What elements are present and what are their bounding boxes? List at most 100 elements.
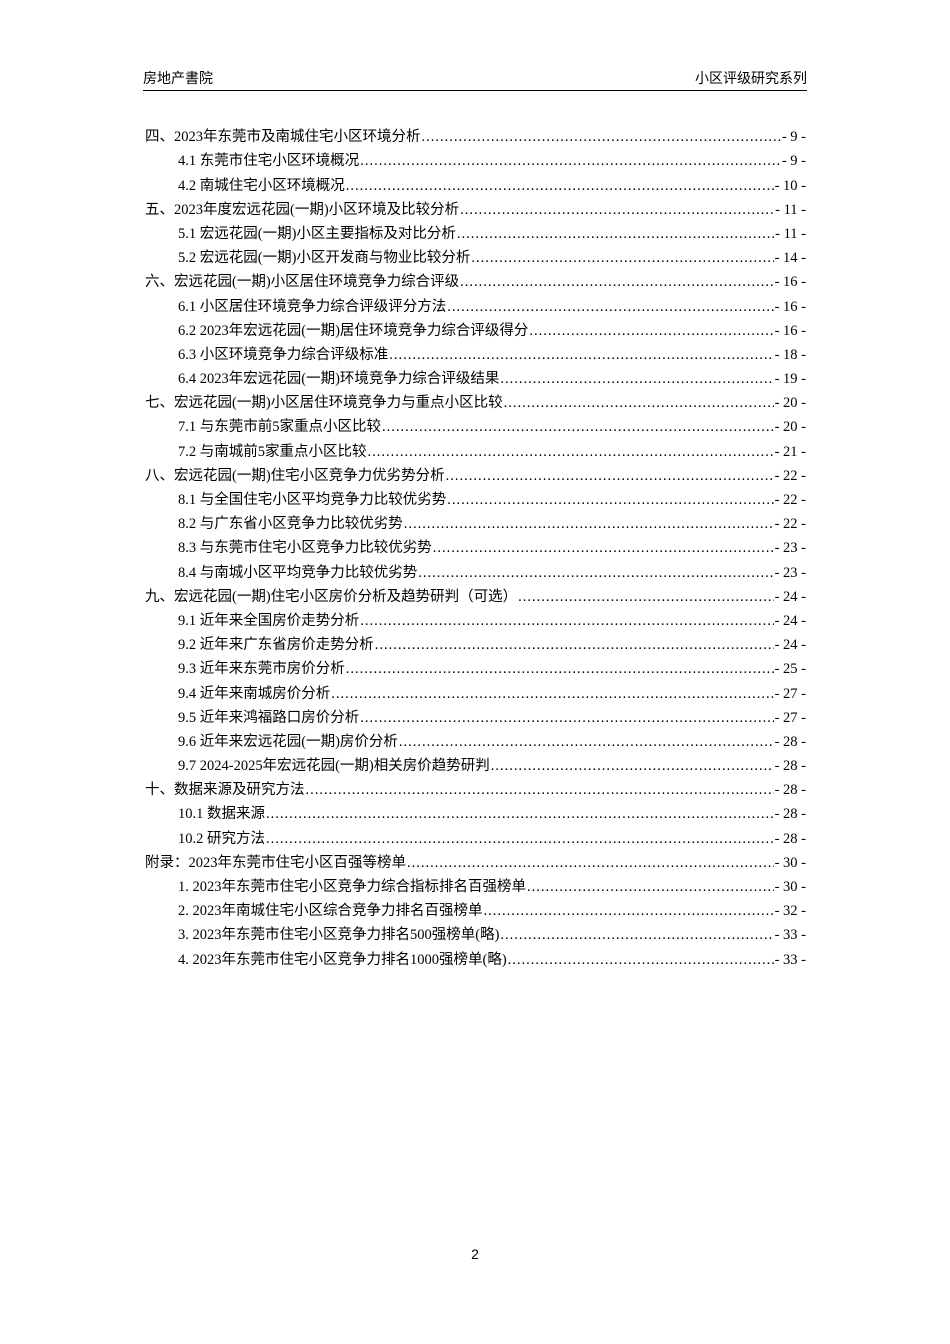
toc-entry-page: - 22 - xyxy=(774,492,806,508)
toc-entry-page: - 20 - xyxy=(774,419,806,436)
toc-entry-page: - 10 - xyxy=(774,177,806,194)
toc-entry-page: - 28 - xyxy=(774,806,806,823)
toc-entry-title: 八、宏远花园(一期)住宅小区竞争力优劣势分析 xyxy=(145,467,445,484)
toc-entry[interactable]: 10.1 数据来源 - 28 - xyxy=(145,802,806,826)
toc-entry[interactable]: 8.4 与南城小区平均竞争力比较优劣势 - 23 - xyxy=(145,560,806,584)
dot-leader xyxy=(508,948,774,972)
toc-entry[interactable]: 九、宏远花园(一期)住宅小区房价分析及趋势研判（可选） - 24 - xyxy=(145,585,806,609)
toc-entry[interactable]: 6.3 小区环境竞争力综合评级标准 - 18 - xyxy=(145,343,806,367)
toc-entry[interactable]: 6.1 小区居住环境竞争力综合评级评分方法 - 16 - xyxy=(145,294,806,318)
toc-entry-title: 6.2 2023年宏远花园(一期)居住环境竞争力综合评级得分 xyxy=(178,322,529,339)
toc-entry-page: - 28 - xyxy=(774,733,806,750)
toc-entry-title: 6.3 小区环境竞争力综合评级标准 xyxy=(178,346,389,363)
toc-entry[interactable]: 八、宏远花园(一期)住宅小区竞争力优劣势分析 - 22 - xyxy=(145,464,806,488)
toc-entry[interactable]: 10.2 研究方法 - 28 - xyxy=(145,826,806,850)
toc-entry-page: - 30 - xyxy=(774,854,806,871)
dot-leader xyxy=(484,899,774,923)
dot-leader xyxy=(447,488,773,512)
toc-entry-title: 9.2 近年来广东省房价走势分析 xyxy=(178,637,374,654)
dot-leader xyxy=(504,391,774,415)
toc-entry-title: 8.1 与全国住宅小区平均竞争力比较优劣势 xyxy=(178,492,447,508)
toc-entry-page: - 22 - xyxy=(774,467,806,484)
toc-entry-title: 3. 2023年东莞市住宅小区竞争力排名500强榜单(略) xyxy=(178,927,500,944)
toc-entry[interactable]: 3. 2023年东莞市住宅小区竞争力排名500强榜单(略) - 33 - xyxy=(145,923,806,947)
dot-leader xyxy=(457,222,774,246)
dot-leader xyxy=(527,875,774,899)
toc-entry-page: - 28 - xyxy=(774,782,806,799)
dot-leader xyxy=(460,198,774,222)
dot-leader xyxy=(266,802,774,826)
toc-entry-title: 2. 2023年南城住宅小区综合竞争力排名百强榜单 xyxy=(178,903,483,920)
toc-entry-page: - 14 - xyxy=(774,250,806,267)
dot-leader xyxy=(360,149,781,173)
dot-leader xyxy=(471,246,773,270)
toc-entry[interactable]: 六、宏远花园(一期)小区居住环境竞争力综合评级 - 16 - xyxy=(145,270,806,294)
toc-entry[interactable]: 8.3 与东莞市住宅小区竞争力比较优劣势 - 23 - xyxy=(145,536,806,560)
toc-entry[interactable]: 4. 2023年东莞市住宅小区竞争力排名1000强榜单(略) - 33 - xyxy=(145,947,806,971)
dot-leader xyxy=(447,295,773,319)
toc-entry-title: 8.2 与广东省小区竞争力比较优劣势 xyxy=(178,516,403,533)
toc-entry-page: - 24 - xyxy=(774,588,806,605)
toc-entry[interactable]: 9.3 近年来东莞市房价分析 - 25 - xyxy=(145,657,806,681)
toc-entry-title: 七、宏远花园(一期)小区居住环境竞争力与重点小区比较 xyxy=(145,395,503,412)
toc-entry-title: 4.2 南城住宅小区环境概况 xyxy=(178,177,345,194)
toc-entry[interactable]: 9.5 近年来鸿福路口房价分析 - 27 - xyxy=(145,706,806,730)
toc-entry-title: 10.2 研究方法 xyxy=(178,830,265,847)
toc-entry-page: - 16 - xyxy=(774,298,806,315)
toc-entry-title: 4. 2023年东莞市住宅小区竞争力排名1000强榜单(略) xyxy=(178,951,507,968)
toc-entry-title: 7.1 与东莞市前5家重点小区比较 xyxy=(178,419,381,436)
toc-entry-page: - 33 - xyxy=(774,951,806,968)
toc-entry-page: - 16 - xyxy=(774,322,806,339)
toc-entry-title: 九、宏远花园(一期)住宅小区房价分析及趋势研判（可选） xyxy=(145,588,518,605)
toc-entry-page: - 23 - xyxy=(774,540,806,557)
toc-entry[interactable]: 7.2 与南城前5家重点小区比较 - 21 - xyxy=(145,439,806,463)
toc-entry[interactable]: 9.7 2024-2025年宏远花园(一期)相关房价趋势研判 - 28 - xyxy=(145,754,806,778)
dot-leader xyxy=(433,536,774,560)
toc-entry-title: 9.4 近年来南城房价分析 xyxy=(178,685,331,702)
dot-leader xyxy=(404,512,774,536)
dot-leader xyxy=(460,270,773,294)
toc-entry[interactable]: 5.2 宏远花园(一期)小区开发商与物业比较分析 - 14 - xyxy=(145,246,806,270)
dot-leader xyxy=(346,657,774,681)
toc-entry-page: - 20 - xyxy=(774,395,806,412)
toc-entry-title: 十、数据来源及研究方法 xyxy=(145,782,305,799)
toc-entry[interactable]: 6.2 2023年宏远花园(一期)居住环境竞争力综合评级得分 - 16 - xyxy=(145,319,806,343)
toc-entry-title: 六、宏远花园(一期)小区居住环境竞争力综合评级 xyxy=(145,274,460,291)
toc-entry[interactable]: 9.2 近年来广东省房价走势分析 - 24 - xyxy=(145,633,806,657)
dot-leader xyxy=(331,682,773,706)
toc-entry[interactable]: 7.1 与东莞市前5家重点小区比较 - 20 - xyxy=(145,415,806,439)
toc-entry-page: - 18 - xyxy=(774,346,806,363)
toc-entry[interactable]: 附录：2023年东莞市住宅小区百强等榜单 - 30 - xyxy=(145,851,806,875)
toc-entry[interactable]: 5.1 宏远花园(一期)小区主要指标及对比分析 - 11 - xyxy=(145,222,806,246)
header-right: 小区评级研究系列 xyxy=(695,70,807,86)
dot-leader xyxy=(382,415,774,439)
dot-leader xyxy=(422,125,781,149)
toc-entry[interactable]: 9.6 近年来宏远花园(一期)房价分析 - 28 - xyxy=(145,730,806,754)
toc-entry[interactable]: 8.1 与全国住宅小区平均竞争力比较优劣势 - 22 - xyxy=(145,488,806,512)
toc-entry-title: 5.2 宏远花园(一期)小区开发商与物业比较分析 xyxy=(178,250,471,267)
toc-entry-page: - 33 - xyxy=(774,927,806,944)
toc-entry-page: - 9 - xyxy=(781,153,806,170)
toc-entry-title: 9.7 2024-2025年宏远花园(一期)相关房价趋势研判 xyxy=(178,758,490,775)
toc-entry-page: - 21 - xyxy=(774,443,806,460)
toc-entry[interactable]: 8.2 与广东省小区竞争力比较优劣势 - 22 - xyxy=(145,512,806,536)
toc-entry-page: - 24 - xyxy=(774,637,806,654)
toc-entry-page: - 28 - xyxy=(774,830,806,847)
toc-entry[interactable]: 1. 2023年东莞市住宅小区竞争力综合指标排名百强榜单 - 30 - xyxy=(145,875,806,899)
toc-entry[interactable]: 七、宏远花园(一期)小区居住环境竞争力与重点小区比较 - 20 - xyxy=(145,391,806,415)
toc-entry-page: - 11 - xyxy=(775,201,806,218)
toc-entry[interactable]: 四、2023年东莞市及南城住宅小区环境分析 - 9 - xyxy=(145,125,806,149)
page-header: 房地产書院 小区评级研究系列 xyxy=(143,66,807,91)
toc-entry[interactable]: 9.1 近年来全国房价走势分析 - 24 - xyxy=(145,609,806,633)
toc-entry[interactable]: 十、数据来源及研究方法 - 28 - xyxy=(145,778,806,802)
toc-entry[interactable]: 9.4 近年来南城房价分析 - 27 - xyxy=(145,681,806,705)
toc-entry-page: - 30 - xyxy=(774,879,806,895)
toc-entry-title: 6.4 2023年宏远花园(一期)环境竞争力综合评级结果 xyxy=(178,371,500,388)
dot-leader xyxy=(500,923,773,947)
toc-entry[interactable]: 4.1 东莞市住宅小区环境概况 - 9 - xyxy=(145,149,806,173)
toc-entry[interactable]: 2. 2023年南城住宅小区综合竞争力排名百强榜单 - 32 - xyxy=(145,899,806,923)
dot-leader xyxy=(446,464,774,488)
toc-entry[interactable]: 五、2023年度宏远花园(一期)小区环境及比较分析 - 11 - xyxy=(145,198,806,222)
toc-entry[interactable]: 4.2 南城住宅小区环境概况 - 10 - xyxy=(145,173,806,197)
toc-entry[interactable]: 6.4 2023年宏远花园(一期)环境竞争力综合评级结果 - 19 - xyxy=(145,367,806,391)
